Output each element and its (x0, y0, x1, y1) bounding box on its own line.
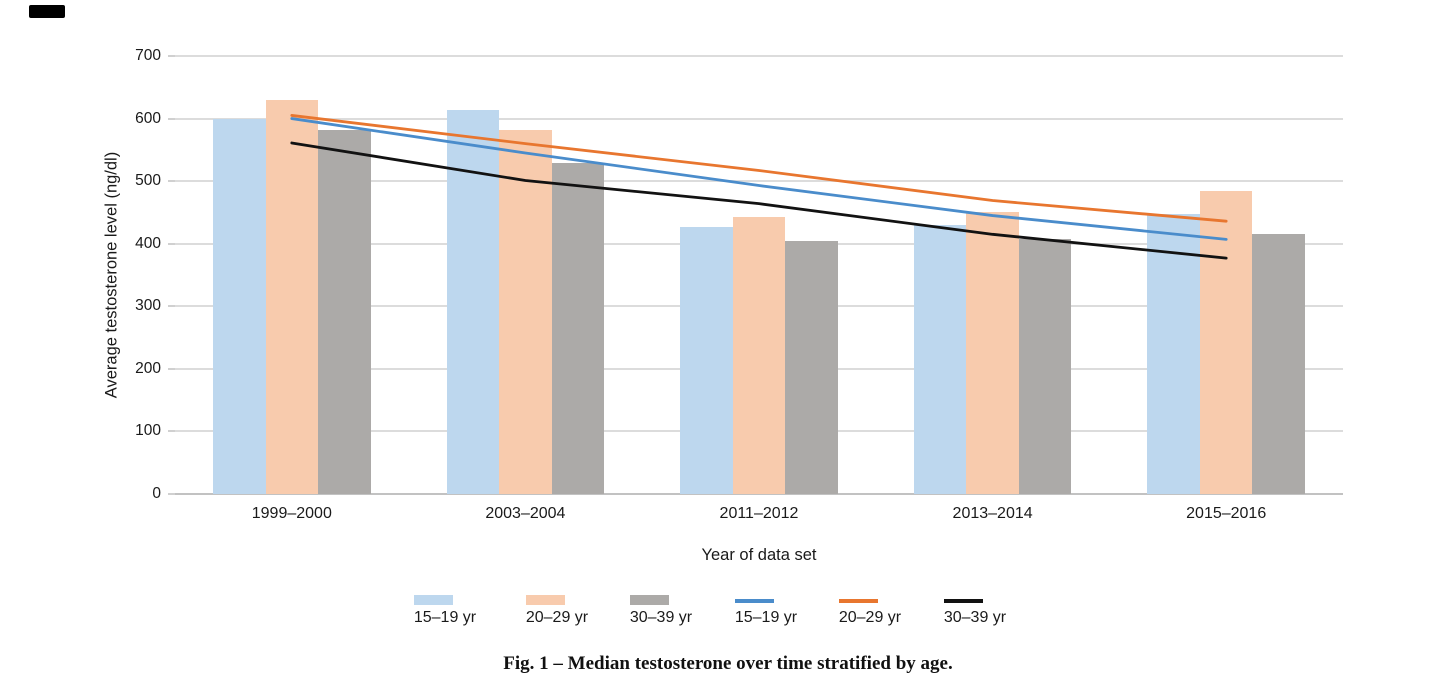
y-tick-label-400: 400 (135, 234, 161, 252)
x-tick-label-5: 2015–2016 (1186, 505, 1267, 522)
bar-15-19-yr-2013-2014 (913, 224, 967, 494)
legend-label: 20–29 yr (838, 609, 902, 626)
y-tick-label-600: 600 (135, 109, 161, 127)
y-tick-mark (168, 242, 175, 245)
y-tick-mark (168, 430, 175, 433)
legend-label: 15–19 yr (413, 609, 477, 626)
y-tick-mark (168, 493, 175, 495)
bar-30-39-yr-2011-2012 (785, 241, 838, 494)
legend-swatch-bar (526, 595, 565, 605)
legend-entry-bar-30-39-yr: 30–39 yr (616, 593, 706, 629)
y-axis-title-text: Average testosterone level (ng/dl) (102, 151, 120, 399)
y-tick-label-700: 700 (135, 47, 161, 64)
x-tick-label-3: 2011–2012 (719, 505, 799, 522)
legend-label: 30–39 yr (629, 609, 693, 626)
legend-swatch-line (735, 599, 774, 603)
legend-entry-line-15-19-yr: 15–19 yr (721, 593, 811, 629)
x-tick-label-1: 1999–2000 (251, 505, 332, 522)
bar-20-29-yr-2013-2014 (966, 211, 1019, 494)
y-tick-label-0: 0 (152, 485, 161, 502)
scan-artifact-mark (29, 5, 65, 18)
y-tick-label-100: 100 (135, 422, 161, 440)
bar-20-29-yr-2015-2016 (1199, 191, 1253, 494)
y-tick-label-300: 300 (135, 297, 161, 315)
x-axis-baseline (175, 493, 1343, 495)
bar-20-29-yr-2003-2004 (499, 129, 552, 494)
y-tick-mark (168, 305, 175, 308)
bar-20-29-yr-2011-2012 (732, 216, 786, 494)
y-tick-mark (168, 55, 175, 57)
bar-15-19-yr-1999-2000 (213, 118, 266, 494)
legend-swatch-line (944, 599, 983, 603)
legend-label: 30–39 yr (943, 609, 1007, 626)
x-axis-title: Year of data set (701, 546, 817, 564)
y-axis-title: Average testosterone level (ng/dl) (0, 152, 257, 398)
legend-entry-bar-15-19-yr: 15–19 yr (400, 593, 490, 629)
legend-entry-bar-20-29-yr: 20–29 yr (512, 593, 602, 629)
y-tick-mark (168, 117, 175, 120)
bar-30-39-yr-1999-2000 (318, 130, 371, 494)
trend-line-20-29-yr (290, 114, 1228, 223)
bar-15-19-yr-2011-2012 (680, 226, 733, 494)
bar-20-29-yr-1999-2000 (265, 99, 319, 494)
legend-label: 15–19 yr (734, 609, 798, 626)
legend-swatch-line (839, 599, 878, 603)
gridline-600 (175, 117, 1343, 120)
y-tick-mark (168, 367, 175, 370)
legend-swatch-bar (414, 595, 453, 605)
y-tick-label-200: 200 (135, 359, 161, 377)
legend-entry-line-20-29-yr: 20–29 yr (825, 593, 915, 629)
x-tick-label-2: 2003–2004 (485, 505, 566, 522)
figure-caption: Fig. 1 – Median testosterone over time s… (503, 653, 953, 674)
bar-30-39-yr-2013-2014 (1018, 239, 1072, 494)
legend-entry-line-30-39-yr: 30–39 yr (930, 593, 1020, 629)
y-tick-label-500: 500 (135, 172, 161, 190)
legend-label: 20–29 yr (525, 609, 589, 626)
y-tick-mark (168, 180, 175, 183)
bar-15-19-yr-2003-2004 (446, 109, 500, 494)
bar-30-39-yr-2015-2016 (1252, 234, 1305, 494)
legend-swatch-bar (630, 595, 669, 605)
x-tick-label-4: 2013–2014 (952, 505, 1033, 522)
bar-30-39-yr-2003-2004 (551, 162, 605, 494)
bar-15-19-yr-2015-2016 (1147, 214, 1200, 494)
gridline-700 (175, 55, 1343, 57)
